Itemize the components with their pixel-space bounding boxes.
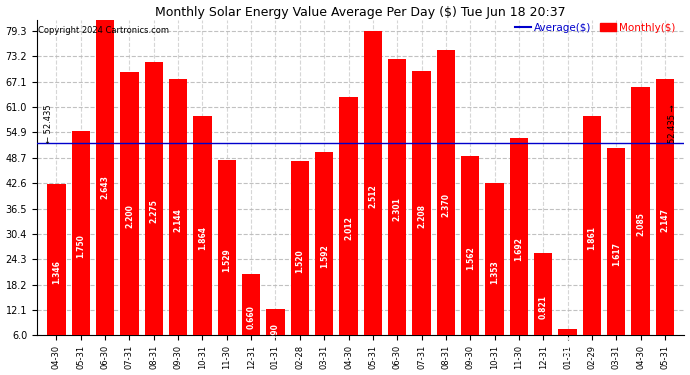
Bar [364,31,382,360]
Text: 0.821: 0.821 [539,294,548,318]
Bar [583,116,601,360]
Text: Copyright 2024 Cartronics.com: Copyright 2024 Cartronics.com [37,26,168,35]
Text: 1.750: 1.750 [76,234,86,258]
Text: 2.147: 2.147 [660,208,669,232]
Bar [315,152,333,360]
Title: Monthly Solar Energy Value Average Per Day ($) Tue Jun 18 20:37: Monthly Solar Energy Value Average Per D… [155,6,566,18]
Text: 2.370: 2.370 [442,193,451,217]
Text: 2.085: 2.085 [636,212,645,236]
Bar [558,329,577,360]
Bar [120,72,139,360]
Bar [266,309,284,360]
Text: 0.660: 0.660 [246,305,255,329]
Bar [607,148,625,360]
Text: 2.275: 2.275 [149,199,158,223]
Text: 1.861: 1.861 [587,226,596,251]
Bar [486,183,504,360]
Bar [47,184,66,360]
Text: 52.435 →: 52.435 → [668,104,677,142]
Bar [510,138,528,360]
Bar [437,50,455,360]
Bar [193,116,212,360]
Text: 2.301: 2.301 [393,198,402,221]
Bar [339,96,357,360]
Text: 2.144: 2.144 [174,208,183,232]
Text: 1.562: 1.562 [466,246,475,270]
Bar [217,160,236,360]
Bar [461,156,480,360]
Text: 1.692: 1.692 [515,237,524,261]
Text: 0.239: 0.239 [564,334,571,356]
Bar [96,14,114,360]
Text: 2.512: 2.512 [368,184,377,207]
Bar [656,79,674,360]
Bar [290,161,309,360]
Text: 1.346: 1.346 [52,260,61,284]
Bar [145,62,163,360]
Bar [413,71,431,360]
Text: 2.643: 2.643 [101,175,110,199]
Legend: Average($), Monthly($): Average($), Monthly($) [511,19,679,37]
Bar [631,87,650,360]
Text: 1.617: 1.617 [612,242,621,266]
Text: 1.520: 1.520 [295,249,304,273]
Text: 2.200: 2.200 [125,204,134,228]
Bar [388,58,406,360]
Text: 1.864: 1.864 [198,226,207,250]
Text: 2.012: 2.012 [344,216,353,240]
Text: 1.353: 1.353 [490,260,499,284]
Bar [242,274,260,360]
Text: 2.208: 2.208 [417,204,426,228]
Bar [72,131,90,360]
Text: 1.592: 1.592 [319,244,328,268]
Text: 0.390: 0.390 [271,323,280,347]
Bar [169,79,187,360]
Text: 1.529: 1.529 [222,248,231,272]
Text: ← 52.435: ← 52.435 [44,104,53,142]
Bar [534,253,553,360]
